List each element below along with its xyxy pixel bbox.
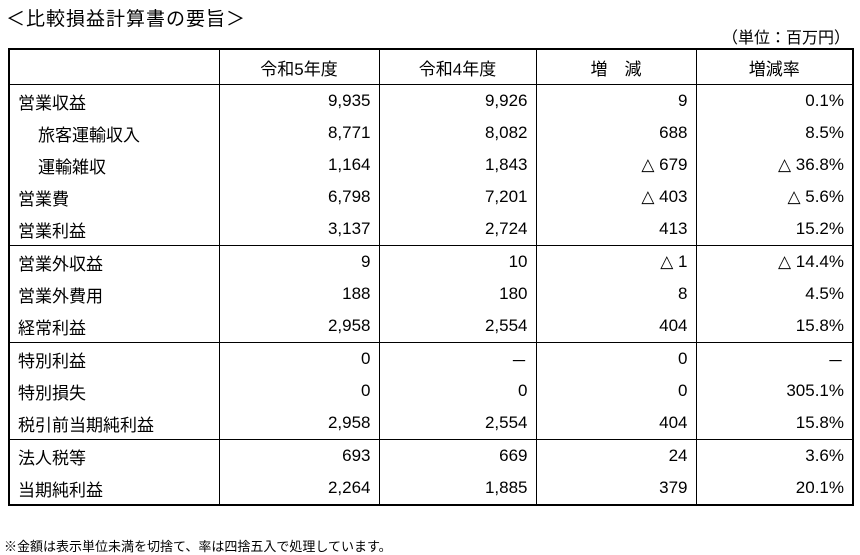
- table-row: 営業利益 3,137 2,724 413 15.2%: [8, 213, 853, 246]
- cell: 7,201: [378, 181, 536, 213]
- cell: 688: [535, 117, 696, 149]
- cell: 669: [378, 439, 536, 472]
- cell: 1,164: [218, 149, 379, 181]
- income-table: 令和5年度 令和4年度増 減増減率 営業収益 9,935 9,926 9 0.1% 旅客運輸…: [8, 48, 854, 506]
- column-header: 増減率: [695, 49, 853, 85]
- table-row: 旅客運輸収入 8,771 8,082 688 8.5%: [8, 117, 853, 149]
- row-label: 税引前当期純利益: [8, 407, 219, 440]
- cell: 0.1%: [695, 84, 853, 117]
- cell: 379: [535, 472, 696, 505]
- cell: 180: [378, 278, 536, 310]
- table-row: 営業外費用 188 180 8 4.5%: [8, 278, 853, 310]
- row-label: 営業収益: [8, 84, 219, 117]
- row-label: 経常利益: [8, 310, 219, 343]
- cell: 2,264: [218, 472, 379, 505]
- cell: 2,724: [378, 213, 536, 246]
- table-row: 特別損失 0 0 0 305.1%: [8, 375, 853, 407]
- row-label: 旅客運輸収入: [8, 117, 219, 149]
- cell: －: [378, 342, 536, 375]
- header-row: 令和5年度 令和4年度増 減増減率: [8, 49, 853, 85]
- row-label: 営業費: [8, 181, 219, 213]
- cell: 305.1%: [695, 375, 853, 407]
- cell: 8,082: [378, 117, 536, 149]
- cell: 0: [378, 375, 536, 407]
- cell: △ 1: [535, 245, 696, 278]
- cell: 0: [535, 375, 696, 407]
- column-header: 令和5年度: [218, 49, 379, 85]
- row-label: 営業外費用: [8, 278, 219, 310]
- cell: 9: [218, 245, 379, 278]
- column-header: [8, 49, 219, 85]
- row-label: 営業利益: [8, 213, 219, 246]
- cell: 8,771: [218, 117, 379, 149]
- cell: △ 679: [535, 149, 696, 181]
- cell: 413: [535, 213, 696, 246]
- row-label: 法人税等: [8, 439, 219, 472]
- column-header: 増 減: [535, 49, 696, 85]
- row-label: 運輸雑収: [8, 149, 219, 181]
- cell: 1,885: [378, 472, 536, 505]
- title: ＜比較損益計算書の要旨＞: [6, 9, 247, 30]
- cell: 3,137: [218, 213, 379, 246]
- cell: 2,554: [378, 407, 536, 440]
- cell: 20.1%: [695, 472, 853, 505]
- cell: 15.2%: [695, 213, 853, 246]
- table-row: 経常利益 2,958 2,554 404 15.8%: [8, 310, 853, 343]
- table-row: 営業外収益 9 10 △ 1 △ 14.4%: [8, 245, 853, 278]
- row-label: 特別損失: [8, 375, 219, 407]
- table-row: 営業収益 9,935 9,926 9 0.1%: [8, 84, 853, 117]
- cell: 15.8%: [695, 407, 853, 440]
- cell: 3.6%: [695, 439, 853, 472]
- table-row: 当期純利益 2,264 1,885 379 20.1%: [8, 472, 853, 505]
- cell: △ 5.6%: [695, 181, 853, 213]
- cell: 188: [218, 278, 379, 310]
- cell: 2,958: [218, 407, 379, 440]
- cell: 15.8%: [695, 310, 853, 343]
- cell: 2,554: [378, 310, 536, 343]
- cell: 2,958: [218, 310, 379, 343]
- table-row: 運輸雑収 1,164 1,843 △ 679 △ 36.8%: [8, 149, 853, 181]
- column-header: 令和4年度: [378, 49, 536, 85]
- table-row: 税引前当期純利益 2,958 2,554 404 15.8%: [8, 407, 853, 440]
- footnote: ※金額は表示単位未満を切捨て、率は四捨五入で処理しています。: [4, 539, 392, 554]
- cell: －: [695, 342, 853, 375]
- cell: 1,843: [378, 149, 536, 181]
- row-label: 営業外収益: [8, 245, 219, 278]
- cell: △ 36.8%: [695, 149, 853, 181]
- cell: 8.5%: [695, 117, 853, 149]
- cell: △ 403: [535, 181, 696, 213]
- cell: 6,798: [218, 181, 379, 213]
- cell: 0: [218, 342, 379, 375]
- cell: 24: [535, 439, 696, 472]
- cell: △ 14.4%: [695, 245, 853, 278]
- cell: 9,935: [218, 84, 379, 117]
- row-label: 当期純利益: [8, 472, 219, 505]
- cell: 8: [535, 278, 696, 310]
- cell: 9,926: [378, 84, 536, 117]
- table-row: 営業費 6,798 7,201 △ 403 △ 5.6%: [8, 181, 853, 213]
- cell: 693: [218, 439, 379, 472]
- table-row: 法人税等 693 669 24 3.6%: [8, 439, 853, 472]
- cell: 9: [535, 84, 696, 117]
- cell: 0: [218, 375, 379, 407]
- cell: 10: [378, 245, 536, 278]
- cell: 0: [535, 342, 696, 375]
- table-row: 特別利益 0 － 0 －: [8, 342, 853, 375]
- cell: 404: [535, 310, 696, 343]
- cell: 4.5%: [695, 278, 853, 310]
- row-label: 特別利益: [8, 342, 219, 375]
- cell: 404: [535, 407, 696, 440]
- unit-note: （単位：百万円）: [721, 30, 850, 47]
